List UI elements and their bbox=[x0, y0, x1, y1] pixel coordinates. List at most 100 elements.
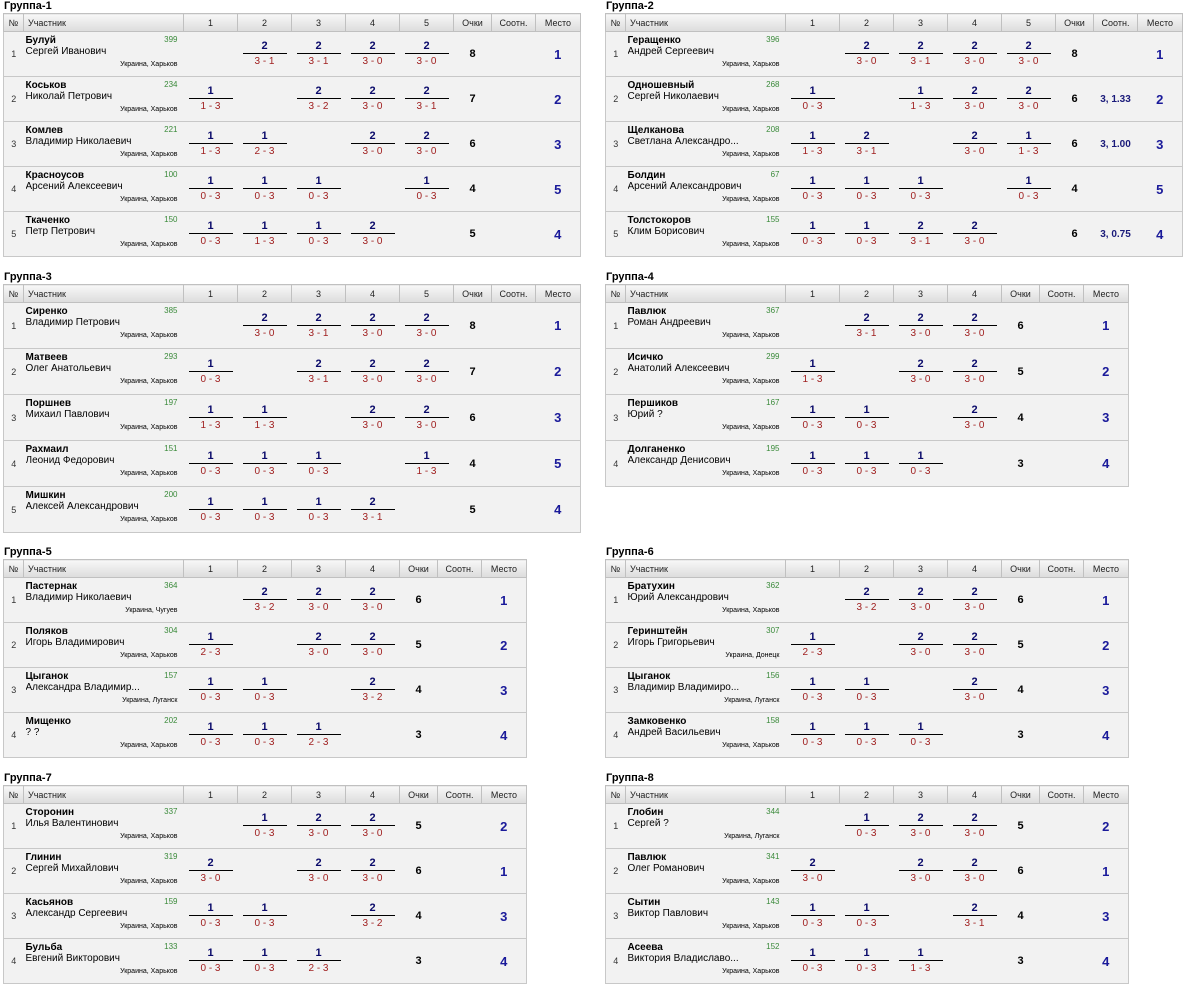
header-ratio[interactable]: Соотн. bbox=[1039, 785, 1084, 804]
header-opponent-col[interactable]: 4 bbox=[345, 559, 400, 578]
player-row[interactable]: 3 Сытин 143 Виктор Павлович Украина, Харьков… bbox=[605, 893, 1129, 939]
player-row[interactable]: 1 Глобин 344 Сергей ? Украина, Луганск 1 0 - 3… bbox=[605, 803, 1129, 849]
header-participant[interactable]: Участник bbox=[23, 785, 184, 804]
header-ratio[interactable]: Соотн. bbox=[491, 284, 536, 303]
player-row[interactable]: 1 Братухин 362 Юрий Александрович Украина, Х… bbox=[605, 577, 1129, 623]
header-ratio[interactable]: Соотн. bbox=[1093, 13, 1138, 32]
header-participant[interactable]: Участник bbox=[23, 559, 184, 578]
header-points[interactable]: Очки bbox=[453, 13, 492, 32]
player-surname[interactable]: Исичко bbox=[627, 352, 664, 363]
header-opponent-col[interactable]: 3 bbox=[893, 284, 948, 303]
participant-cell[interactable]: Сторонин 337 Илья Валентинович Украина, Хар… bbox=[23, 803, 184, 849]
player-surname[interactable]: Глинин bbox=[25, 852, 62, 863]
participant-cell[interactable]: Ткаченко 150 Петр Петрович Украина, Харьков bbox=[23, 211, 184, 257]
match-result-cell[interactable]: 1 2 - 3 bbox=[291, 712, 346, 758]
header-opponent-col[interactable]: 2 bbox=[839, 13, 894, 32]
participant-cell[interactable]: Толстокоров 155 Клим Борисович Украина, Хар… bbox=[625, 211, 786, 257]
player-surname[interactable]: Мищенко bbox=[25, 716, 72, 727]
header-points[interactable]: Очки bbox=[1001, 284, 1040, 303]
header-opponent-col[interactable]: 5 bbox=[1001, 13, 1056, 32]
player-surname[interactable]: Цыганок bbox=[25, 671, 69, 682]
header-ratio[interactable]: Соотн. bbox=[1039, 284, 1084, 303]
participant-cell[interactable]: Булуй 399 Сергей Иванович Украина, Харьков bbox=[23, 31, 184, 77]
player-row[interactable]: 3 Першиков 167 Юрий ? Украина, Харьков 1 0 - 3… bbox=[605, 394, 1129, 441]
player-surname[interactable]: Поляков bbox=[25, 626, 68, 637]
player-row[interactable]: 3 Цыганок 157 Александра Владимир... Украина… bbox=[3, 667, 527, 713]
player-surname[interactable]: Глобин bbox=[627, 807, 664, 818]
player-surname[interactable]: Рахмаил bbox=[25, 444, 69, 455]
player-surname[interactable]: Красноусов bbox=[25, 170, 84, 181]
header-opponent-col[interactable]: 1 bbox=[183, 785, 238, 804]
header-place[interactable]: Место bbox=[1083, 559, 1129, 578]
participant-cell[interactable]: Касьянов 159 Александр Сергеевич Украина, Х… bbox=[23, 893, 184, 939]
header-opponent-col[interactable]: 1 bbox=[785, 284, 840, 303]
header-opponent-col[interactable]: 1 bbox=[785, 13, 840, 32]
player-surname[interactable]: Павлюк bbox=[627, 852, 667, 863]
participant-cell[interactable]: Поршнев 197 Михаил Павлович Украина, Харько… bbox=[23, 394, 184, 441]
header-opponent-col[interactable]: 2 bbox=[839, 559, 894, 578]
participant-cell[interactable]: Одношевный 268 Сергей Николаевич Украина, Х… bbox=[625, 76, 786, 122]
participant-cell[interactable]: Долганенко 195 Александр Денисович Украина,… bbox=[625, 440, 786, 487]
player-surname[interactable]: Братухин bbox=[627, 581, 675, 592]
match-result-cell[interactable]: 2 3 - 2 bbox=[291, 76, 346, 122]
header-place[interactable]: Место bbox=[481, 785, 527, 804]
player-row[interactable]: 1 Геращенко 396 Андрей Сергеевич Украина, Ха… bbox=[605, 31, 1183, 77]
player-surname[interactable]: Мишкин bbox=[25, 490, 66, 501]
header-opponent-col[interactable]: 4 bbox=[947, 559, 1002, 578]
player-surname[interactable]: Сторонин bbox=[25, 807, 75, 818]
participant-cell[interactable]: Глобин 344 Сергей ? Украина, Луганск bbox=[625, 803, 786, 849]
header-opponent-col[interactable]: 2 bbox=[237, 785, 292, 804]
header-opponent-col[interactable]: 1 bbox=[785, 785, 840, 804]
header-opponent-col[interactable]: 1 bbox=[183, 559, 238, 578]
participant-cell[interactable]: Павлюк 341 Олег Романович Украина, Харьков bbox=[625, 848, 786, 894]
participant-cell[interactable]: Глинин 319 Сергей Михайлович Украина, Харьк… bbox=[23, 848, 184, 894]
player-row[interactable]: 4 Рахмаил 151 Леонид Федорович Украина, Харь… bbox=[3, 440, 581, 487]
match-result-cell[interactable]: 2 3 - 2 bbox=[345, 667, 400, 713]
player-surname[interactable]: Сиренко bbox=[25, 306, 68, 317]
match-result-cell[interactable]: 1 2 - 3 bbox=[291, 938, 346, 984]
